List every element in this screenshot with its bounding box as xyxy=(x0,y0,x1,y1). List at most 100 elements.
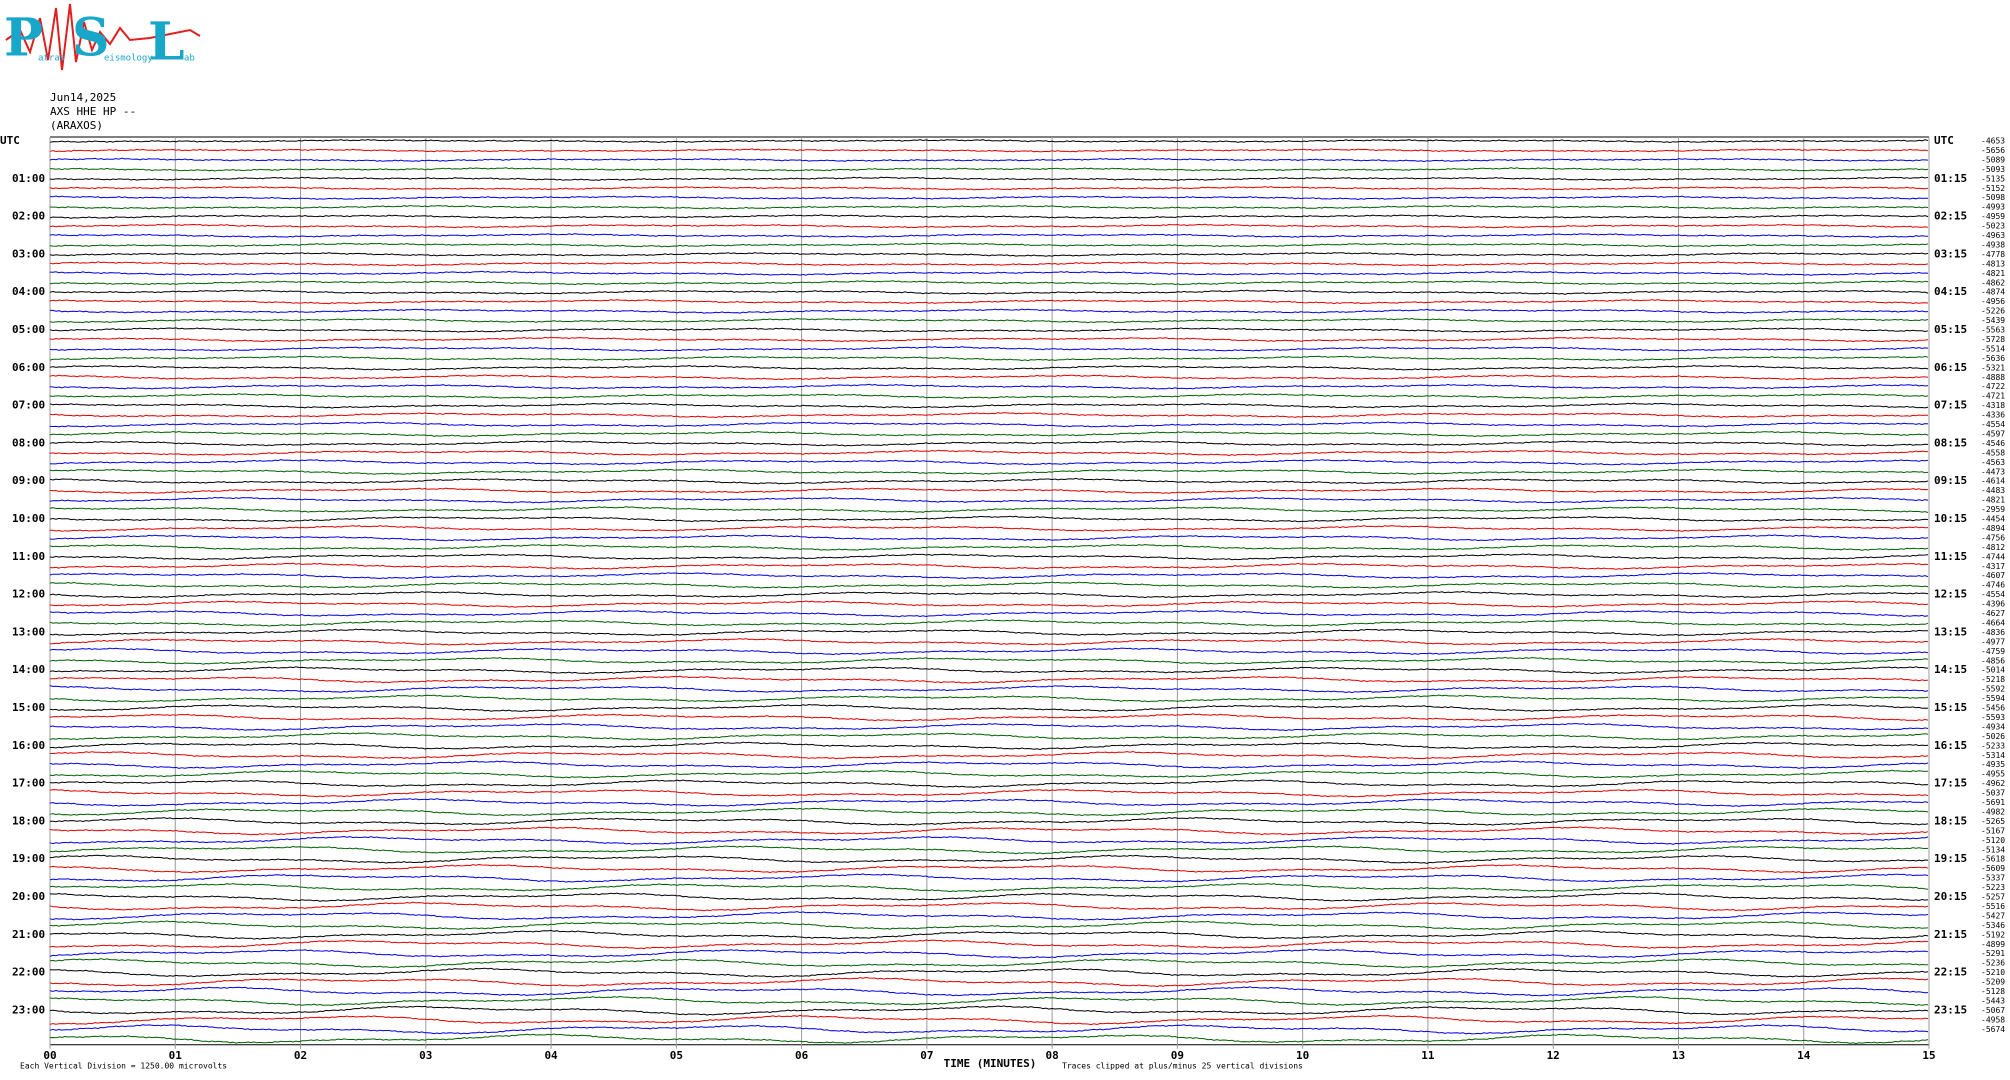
trace xyxy=(49,995,1928,1006)
trace-offset: -4627 xyxy=(1981,609,2005,618)
logo-letter: L xyxy=(148,12,185,73)
trace-offset: -4836 xyxy=(1981,628,2005,637)
trace xyxy=(49,364,1929,371)
trace xyxy=(49,835,1929,845)
trace-offset: -5636 xyxy=(1981,354,2005,363)
hour-label-right: 01:15 xyxy=(1934,172,1967,185)
trace-offset: -5291 xyxy=(1981,949,2005,958)
trace xyxy=(49,656,1929,665)
trace-offset: -5337 xyxy=(1981,874,2005,883)
trace xyxy=(49,1005,1929,1016)
trace xyxy=(49,148,1929,153)
trace-offset: -2959 xyxy=(1981,505,2005,514)
trace xyxy=(49,383,1929,390)
hour-label-left: 19:00 xyxy=(12,852,45,865)
logo-word: ab xyxy=(184,54,195,64)
logo-word: eismology xyxy=(104,54,153,64)
trace xyxy=(49,289,1929,295)
trace xyxy=(49,920,1929,931)
x-tick-label: 15 xyxy=(1922,1049,1935,1062)
trace-offset: -5265 xyxy=(1981,817,2005,826)
hour-label-right: 17:15 xyxy=(1934,777,1967,790)
trace-offset: -4812 xyxy=(1981,543,2005,552)
trace xyxy=(49,204,1929,210)
trace xyxy=(49,167,1929,172)
trace-offset: -5314 xyxy=(1981,751,2005,760)
footer-note: Traces clipped at plus/minus 25 vertical… xyxy=(1062,1062,1303,1071)
trace xyxy=(49,788,1929,798)
trace-offset: -4956 xyxy=(1981,297,2005,306)
hour-label-right: 20:15 xyxy=(1934,890,1967,903)
trace xyxy=(49,242,1929,248)
trace-offset: -5152 xyxy=(1981,184,2005,193)
trace-offset: -5128 xyxy=(1981,987,2005,996)
hour-label-left: 11:00 xyxy=(12,550,45,563)
trace xyxy=(49,732,1929,741)
trace xyxy=(49,440,1929,447)
traces xyxy=(49,138,1929,1045)
hour-label-left: 04:00 xyxy=(12,285,45,298)
trace xyxy=(49,892,1929,902)
trace xyxy=(49,233,1929,238)
trace-offset: -4563 xyxy=(1981,458,2005,467)
hour-label-left: 15:00 xyxy=(12,701,45,714)
hour-label-right: 13:15 xyxy=(1934,625,1967,638)
trace-offset: -5023 xyxy=(1981,222,2005,231)
trace-offset: -4454 xyxy=(1981,515,2005,524)
trace xyxy=(49,863,1929,874)
hour-label-right: 08:15 xyxy=(1934,436,1967,449)
trace-offset: -5346 xyxy=(1981,921,2005,930)
trace-offset: -5098 xyxy=(1981,193,2005,202)
trace xyxy=(49,1024,1929,1035)
hour-label-left: 20:00 xyxy=(12,890,45,903)
trace xyxy=(49,477,1929,485)
trace-offset: -4746 xyxy=(1981,581,2005,590)
hour-label-left: 02:00 xyxy=(12,210,45,223)
trace-offset: -4554 xyxy=(1981,420,2005,429)
trace xyxy=(49,986,1929,997)
trace xyxy=(49,581,1929,589)
trace xyxy=(49,506,1929,513)
trace-offset: -4958 xyxy=(1981,1015,2005,1024)
hour-label-right: 07:15 xyxy=(1934,399,1967,412)
trace-offset: -4558 xyxy=(1981,448,2005,457)
hour-label-left: 07:00 xyxy=(12,399,45,412)
x-tick-label: 01 xyxy=(169,1049,183,1062)
station: AXS HHE HP -- xyxy=(50,105,136,118)
x-tick-label: 04 xyxy=(544,1049,558,1062)
trace-offset: -4955 xyxy=(1981,770,2005,779)
trace-offset: -5210 xyxy=(1981,968,2005,977)
trace-offset: -4813 xyxy=(1981,259,2005,268)
logo: P S L atras eismology ab xyxy=(4,3,201,73)
trace-offset: -5443 xyxy=(1981,996,2005,1005)
trace xyxy=(49,157,1929,163)
hour-label-right: 16:15 xyxy=(1934,739,1967,752)
trace xyxy=(50,675,1929,684)
hour-label-left: 10:00 xyxy=(12,512,45,525)
trace xyxy=(49,468,1929,475)
trace xyxy=(49,958,1929,969)
trace-offset: -4318 xyxy=(1981,401,2005,410)
trace xyxy=(49,976,1929,988)
trace-offset: -5026 xyxy=(1981,732,2005,741)
hour-label-right: 12:15 xyxy=(1934,588,1967,601)
hour-label-right: UTC xyxy=(1934,134,1954,147)
trace-offset: -4396 xyxy=(1981,600,2005,609)
trace-offset: -4962 xyxy=(1981,779,2005,788)
trace xyxy=(49,666,1929,675)
hour-label-right: 05:15 xyxy=(1934,323,1967,336)
x-tick-label: 03 xyxy=(419,1049,432,1062)
hour-label-left: 22:00 xyxy=(12,966,45,979)
trace xyxy=(49,195,1929,201)
hour-label-right: 15:15 xyxy=(1934,701,1967,714)
x-tick-label: 09 xyxy=(1171,1049,1184,1062)
hour-label-right: 09:15 xyxy=(1934,474,1967,487)
hour-label-right: 04:15 xyxy=(1934,285,1967,298)
trace xyxy=(49,713,1929,722)
trace-offset: -4653 xyxy=(1981,137,2005,146)
trace-offset: -4597 xyxy=(1981,429,2005,438)
hour-label-right: 14:15 xyxy=(1934,663,1967,676)
hour-label-left: 08:00 xyxy=(12,436,45,449)
trace xyxy=(49,430,1929,438)
